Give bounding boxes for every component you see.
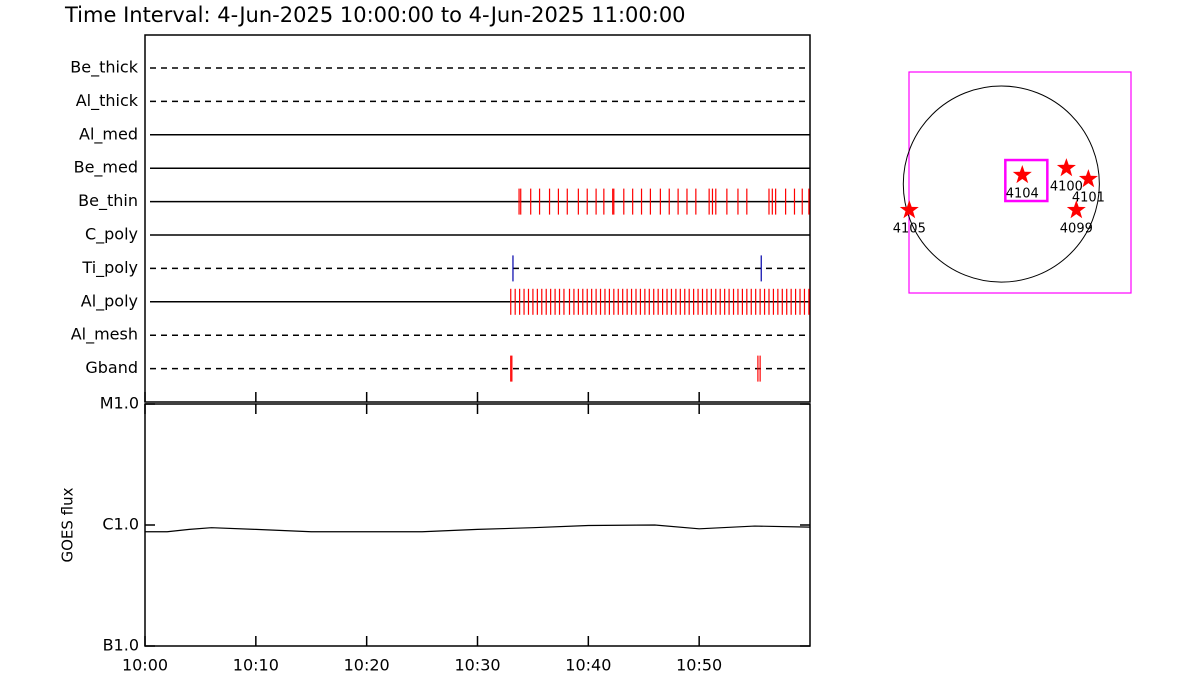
active-region: [1078, 169, 1098, 188]
y-tick-label: C1.0: [102, 515, 139, 534]
title: Time Interval: 4-Jun-2025 10:00:00 to 4-…: [64, 3, 686, 27]
active-region: [1012, 165, 1032, 184]
goes-curve: [145, 524, 811, 533]
panel-frame: [144, 34, 811, 403]
x-tick-label: 10:40: [565, 656, 611, 675]
region-label: 4104: [1006, 187, 1039, 202]
region-label: 4105: [893, 222, 926, 237]
x-tick-label: 10:50: [676, 656, 722, 675]
filter-label: Gband: [85, 358, 138, 377]
filter-label: C_poly: [85, 225, 138, 245]
map-frame: [908, 71, 1132, 294]
filter-label: Al_mesh: [71, 325, 138, 345]
panel-frame: [144, 403, 811, 647]
y-tick-label: B1.0: [103, 636, 139, 655]
xrt-fov: [1004, 158, 1049, 203]
active-region: [899, 200, 919, 219]
y-tick-label: M1.0: [100, 394, 139, 413]
x-tick-label: 10:20: [344, 656, 390, 675]
filter-label: Ti_poly: [81, 258, 138, 278]
active-region: [1056, 158, 1076, 177]
x-tick-label: 10:30: [454, 656, 500, 675]
region-label: 4099: [1060, 222, 1093, 237]
region-label: 4101: [1072, 191, 1105, 206]
y-axis-label: GOES flux: [59, 487, 77, 562]
solar-limb: [902, 85, 1100, 283]
filter-label: Be_med: [74, 158, 138, 178]
region-label: 4100: [1050, 180, 1083, 195]
x-tick-label: 10:10: [233, 656, 279, 675]
filter-label: Al_thick: [76, 91, 139, 111]
active-region: [1066, 200, 1086, 219]
filter-label: Be_thin: [78, 191, 138, 211]
x-tick-label: 10:00: [122, 656, 168, 675]
filter-label: Al_poly: [81, 291, 138, 311]
filter-label: Be_thick: [70, 58, 138, 78]
filter-label: Al_med: [79, 124, 138, 144]
